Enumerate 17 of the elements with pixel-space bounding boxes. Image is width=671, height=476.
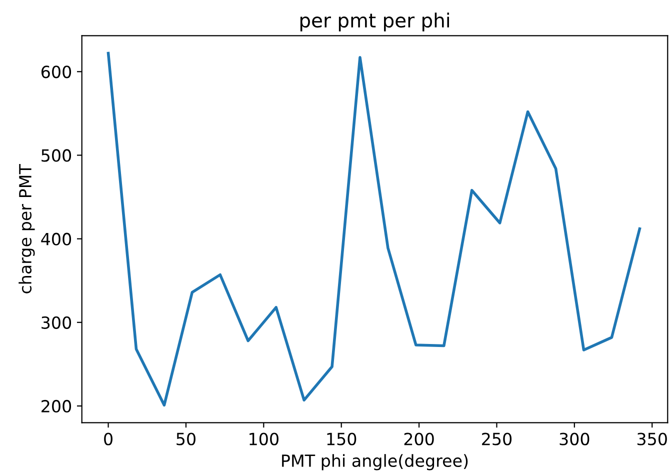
y-tick-label: 600: [41, 66, 72, 78]
x-tick-label: 150: [327, 432, 356, 446]
x-axis-title: PMT phi angle(degree): [282, 454, 468, 470]
x-tick-label: 100: [250, 432, 278, 446]
y-tick-label: 500: [42, 149, 72, 162]
y-axis-title: charge per PMT: [18, 164, 35, 294]
y-tick-label: 300: [42, 316, 72, 329]
x-tick-label: 200: [404, 432, 434, 446]
chart-title: per pmt per phi: [300, 12, 449, 32]
x-tick-label: 250: [482, 432, 512, 446]
y-tick-label: 400: [41, 232, 72, 246]
line-series: [106, 52, 642, 407]
x-tick-label: 50: [176, 432, 196, 446]
y-tick-label: 200: [42, 400, 72, 413]
x-tick-label: 300: [560, 432, 590, 446]
x-tick-label: 0: [104, 432, 112, 446]
x-tick-label: 350: [637, 432, 667, 446]
